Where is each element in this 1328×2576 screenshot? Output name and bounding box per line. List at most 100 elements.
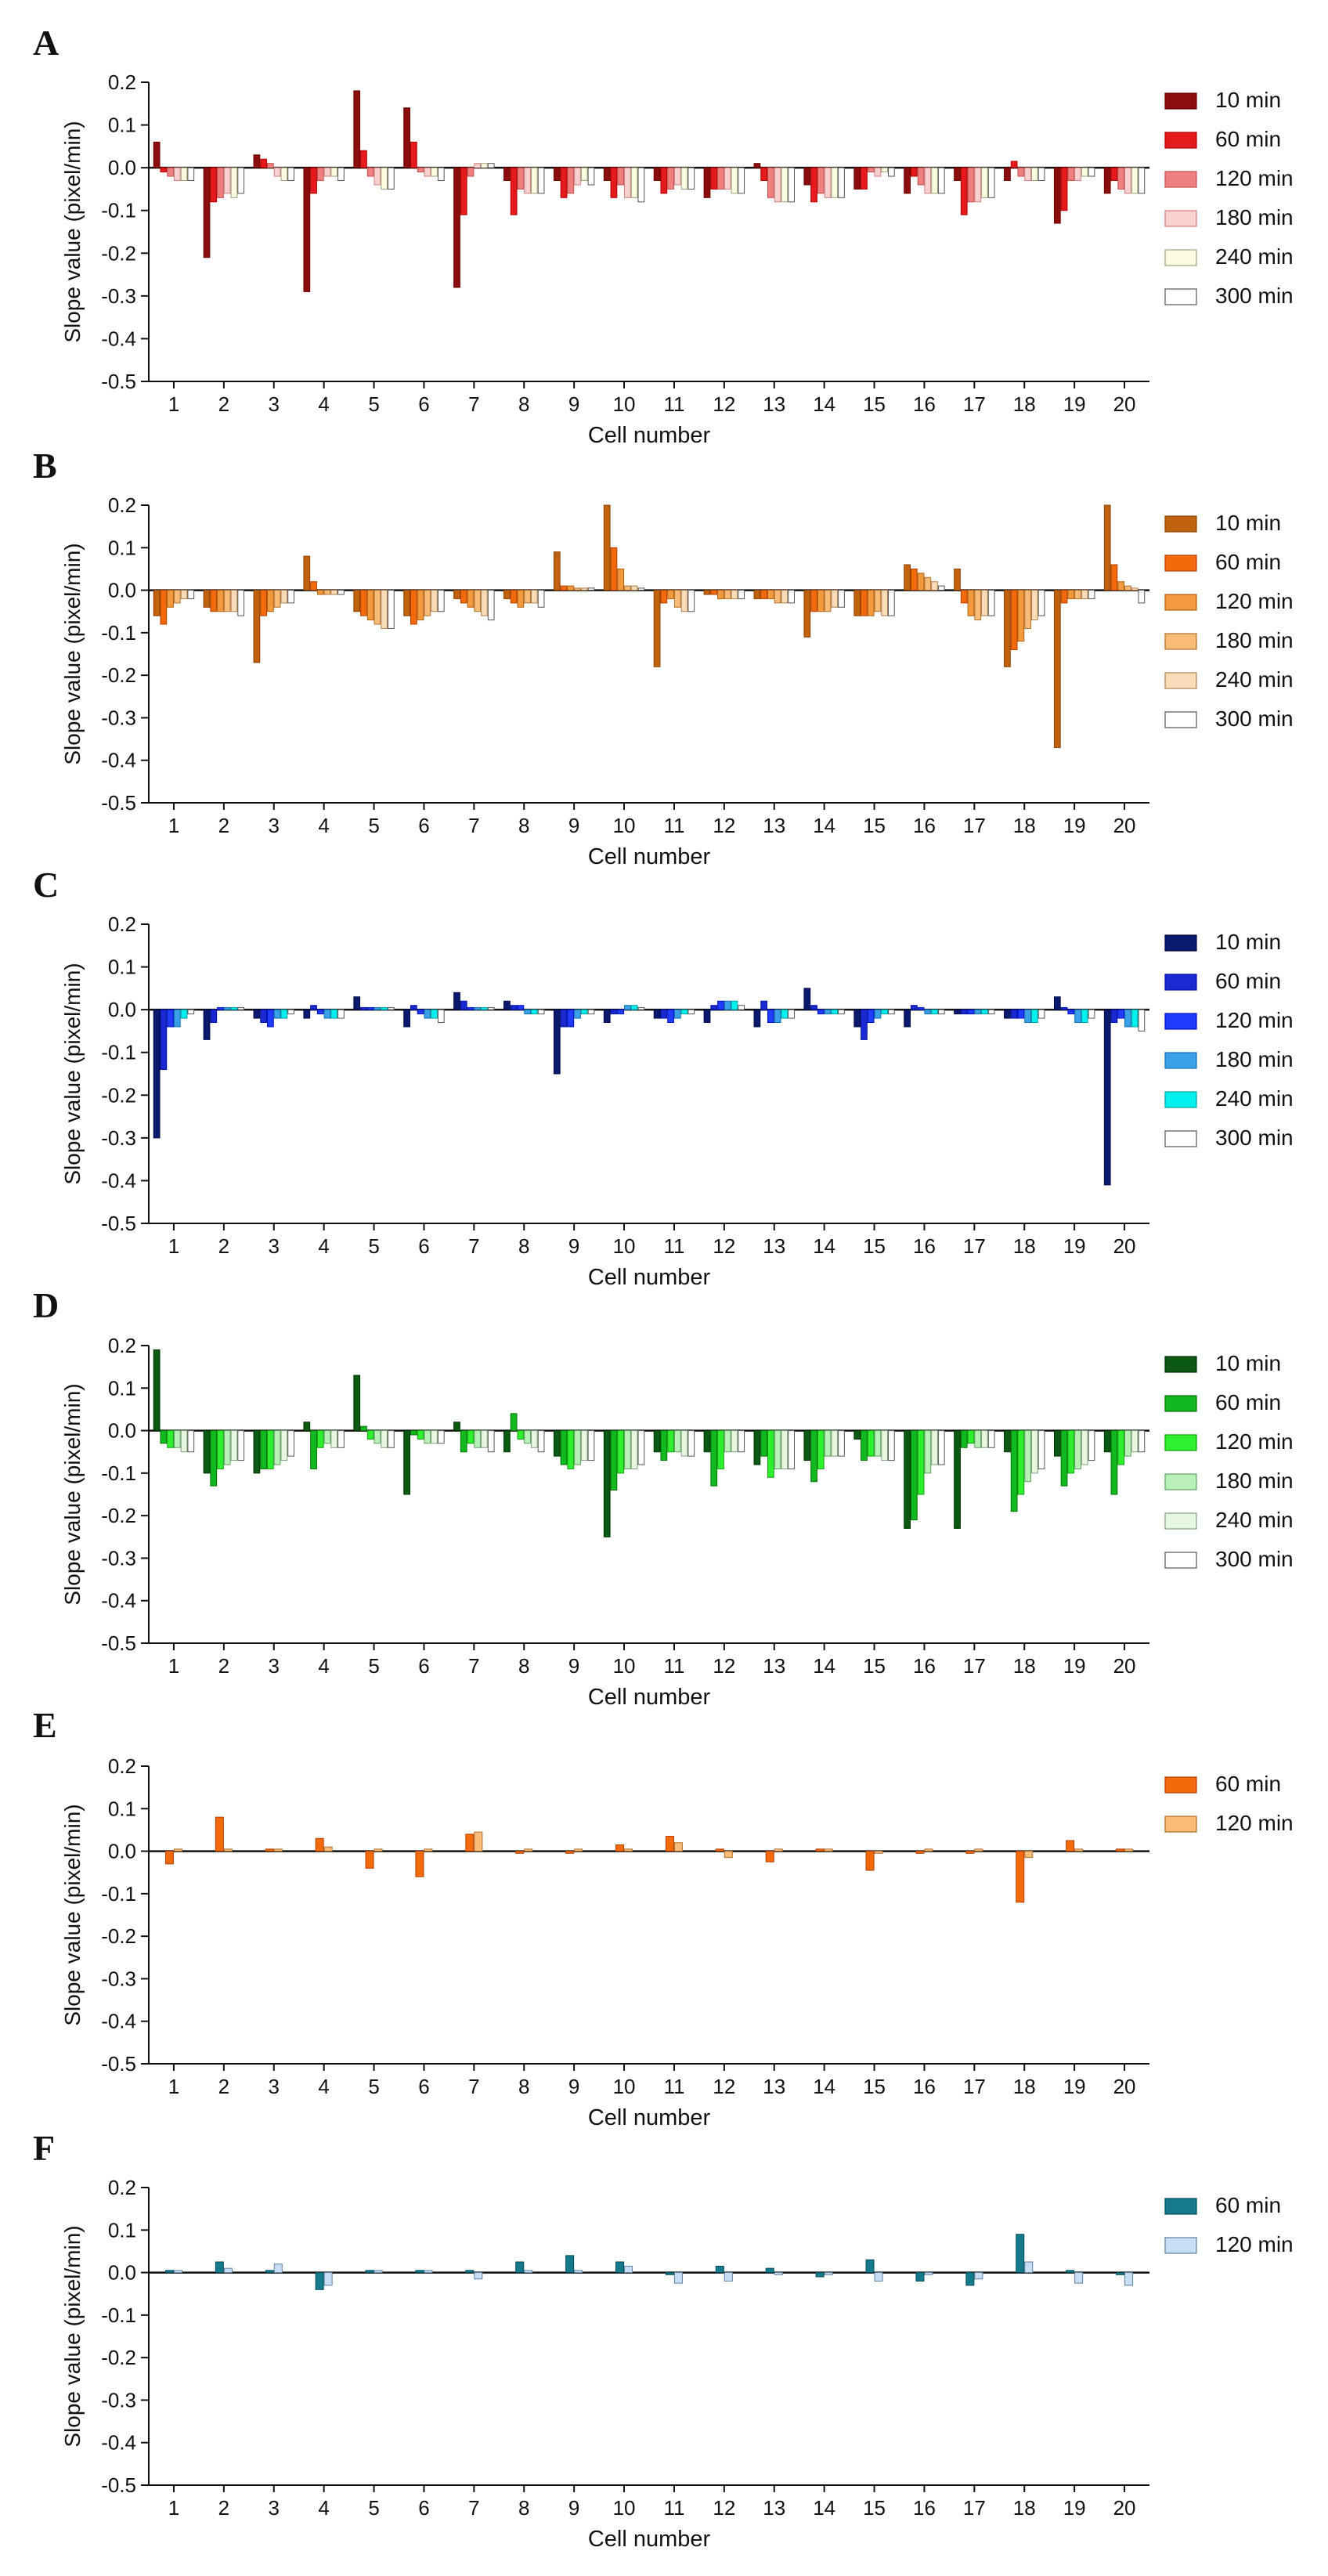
bar <box>517 167 525 190</box>
bar <box>853 1009 861 1028</box>
bar <box>503 167 511 182</box>
y-tick-label: 0.1 <box>108 956 136 979</box>
x-tick-label: 4 <box>318 1234 329 1258</box>
bar <box>374 1848 383 1852</box>
bar <box>831 167 839 198</box>
bar <box>760 590 768 599</box>
x-tick-label: 19 <box>1063 814 1086 837</box>
bar <box>630 1005 638 1010</box>
x-tick-label: 18 <box>1013 2496 1036 2520</box>
x-tick-label: 9 <box>568 392 579 416</box>
bar <box>567 585 575 591</box>
bar <box>210 1430 218 1487</box>
bar <box>410 590 417 625</box>
bar <box>715 1848 724 1852</box>
bar <box>1016 2234 1025 2274</box>
x-tick-label: 2 <box>218 1654 229 1678</box>
bar <box>888 167 895 177</box>
bar <box>187 1430 195 1453</box>
bar-series <box>173 2261 1134 2286</box>
x-tick-label: 13 <box>763 814 785 837</box>
bar <box>937 167 945 194</box>
bar <box>665 1836 674 1852</box>
bar <box>366 1430 374 1440</box>
bar <box>917 167 925 186</box>
x-tick-label: 17 <box>963 2496 986 2520</box>
bar <box>517 1430 525 1440</box>
bar <box>437 1009 445 1024</box>
x-axis-label: Cell number <box>588 423 711 448</box>
bar <box>1010 1430 1018 1512</box>
bar <box>565 1851 575 1854</box>
y-tick-label: -0.4 <box>101 1169 136 1192</box>
bar <box>637 587 645 591</box>
bar <box>415 1851 424 1877</box>
bar <box>537 1009 545 1015</box>
y-tick-label: -0.5 <box>101 1212 136 1235</box>
bar <box>273 1848 283 1852</box>
bar <box>904 1430 911 1529</box>
x-tick-label: 8 <box>518 2496 529 2520</box>
bar <box>337 1009 345 1019</box>
x-tick-label: 7 <box>468 2496 479 2520</box>
legend-label: 180 min <box>1215 628 1294 652</box>
bar <box>553 1009 561 1075</box>
bar <box>888 590 895 616</box>
bar <box>553 167 561 182</box>
bar <box>537 167 545 194</box>
bar <box>1131 1009 1139 1028</box>
bar <box>388 590 395 629</box>
bar <box>867 167 875 173</box>
bar <box>1038 1430 1045 1469</box>
legend-swatch <box>1164 1815 1197 1833</box>
y-tick-label: -0.2 <box>101 1924 136 1948</box>
bar <box>267 590 274 612</box>
x-tick-label: 11 <box>663 814 684 837</box>
panel-letter: F <box>33 2128 55 2168</box>
legend-label: 180 min <box>1215 1047 1294 1071</box>
panel-letter: A <box>33 23 59 63</box>
bar <box>960 590 968 604</box>
y-tick-label: -0.1 <box>101 2303 136 2327</box>
chart-panel-d: D 0.2 0.1 0.0 -0.1 -0.2 -0.3 -0.4 -0.5 Slope valu… <box>33 1285 1294 1710</box>
bar <box>410 1005 417 1010</box>
panel-letter: E <box>33 1705 57 1745</box>
bar <box>1004 167 1011 182</box>
bar <box>1016 1851 1025 1903</box>
bar <box>817 1430 825 1469</box>
x-tick-label: 16 <box>913 814 936 837</box>
x-tick-label: 18 <box>1013 1654 1036 1678</box>
bar <box>915 2272 925 2282</box>
bar <box>931 1009 938 1015</box>
bar <box>1038 167 1045 182</box>
legend-label: 240 min <box>1215 244 1294 269</box>
bar <box>366 167 374 177</box>
bar <box>337 590 345 595</box>
bar <box>381 1430 388 1448</box>
bar <box>617 167 625 186</box>
bar <box>615 1844 625 1852</box>
bar <box>874 2272 883 2282</box>
bar-series <box>160 547 1118 651</box>
bar <box>587 587 595 591</box>
bar <box>287 1009 294 1015</box>
x-tick-label: 13 <box>763 2496 785 2520</box>
bar <box>617 568 625 591</box>
bar <box>810 167 817 203</box>
legend-swatch <box>1164 1130 1197 1147</box>
bar <box>1081 1430 1088 1465</box>
bar <box>1024 1430 1031 1483</box>
bar <box>337 1430 345 1448</box>
bar <box>431 590 438 612</box>
x-tick-label: 2 <box>218 1234 229 1258</box>
bar <box>1060 1430 1068 1487</box>
bar <box>574 167 581 186</box>
x-tick-label: 20 <box>1113 1654 1136 1678</box>
bar <box>954 167 961 182</box>
x-tick-label: 17 <box>963 392 986 416</box>
bar-series <box>167 1000 1125 1028</box>
x-tick-label: 7 <box>468 814 479 837</box>
bar <box>1017 590 1025 642</box>
x-tick-label: 16 <box>913 1234 936 1258</box>
bar <box>1060 590 1068 604</box>
